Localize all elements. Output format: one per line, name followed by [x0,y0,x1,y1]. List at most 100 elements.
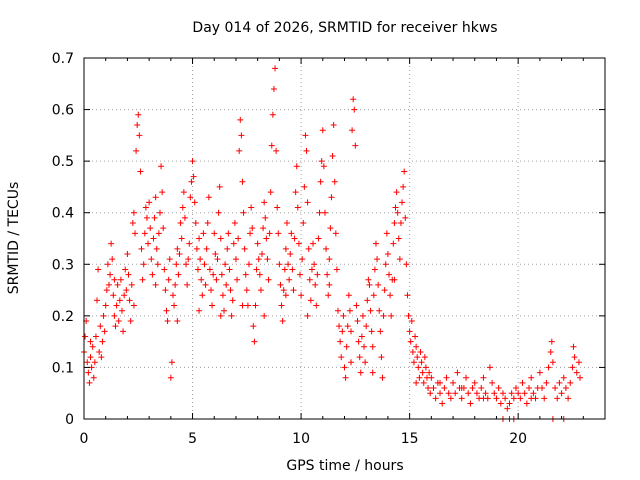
data-point [117,276,124,283]
data-point [132,230,139,237]
data-point [145,240,152,247]
data-point [304,199,311,206]
data-point [294,204,301,211]
data-point [216,183,223,190]
data-point [207,287,214,294]
data-point [249,225,256,232]
data-point [282,245,289,252]
data-point [105,281,112,288]
data-point [565,395,572,402]
data-point [231,220,238,227]
data-point [154,261,161,268]
data-point [575,359,582,366]
data-point [237,116,244,123]
data-point [569,364,576,371]
data-point [354,318,361,325]
data-point [111,276,118,283]
data-point [173,261,180,268]
data-point [394,209,401,216]
data-point [362,359,369,366]
data-point [255,256,262,263]
data-point [175,271,182,278]
data-point [205,194,212,201]
data-point [318,158,325,165]
data-point [210,271,217,278]
data-point [257,287,264,294]
data-point [351,106,358,113]
data-point [330,122,337,129]
data-point [206,266,213,273]
data-point [549,359,556,366]
data-point [323,245,330,252]
data-point [334,307,341,314]
data-point [219,292,226,299]
data-point [344,323,351,330]
data-point [218,271,225,278]
data-point [396,256,403,263]
data-point [310,240,317,247]
data-point [508,390,515,397]
data-point [486,364,493,371]
data-point [432,395,439,402]
y-tick-label: 0.7 [52,51,74,67]
data-point [124,250,131,257]
data-point [270,85,277,92]
data-point [426,369,433,376]
data-point [200,230,207,237]
data-point [242,271,249,278]
data-point [387,292,394,299]
data-point [197,256,204,263]
data-point [217,312,224,319]
data-point [341,364,348,371]
data-point [85,369,92,376]
data-point [413,379,420,386]
x-tick-label: 15 [401,431,419,447]
data-point [163,307,170,314]
data-point [333,266,340,273]
data-point [471,379,478,386]
data-point [142,204,149,211]
data-point [99,338,106,345]
data-point [377,328,384,335]
data-point [502,395,509,402]
data-point [256,271,263,278]
data-point [240,209,247,216]
data-point [253,266,260,273]
data-point [90,374,97,381]
data-point [548,338,555,345]
x-tick-label: 5 [188,431,197,447]
data-point [241,245,248,252]
data-point [371,266,378,273]
data-point [184,281,191,288]
data-point [160,225,167,232]
data-point [272,65,279,72]
data-point [437,379,444,386]
data-point [151,214,158,221]
data-point [247,230,254,237]
data-point [156,209,163,216]
data-point [392,204,399,211]
data-point [401,168,408,175]
data-point [293,163,300,170]
data-point [203,245,210,252]
data-point [307,297,314,304]
data-point [268,142,275,149]
data-point [517,395,524,402]
data-point [560,374,567,381]
data-point [118,307,125,314]
data-point [345,292,352,299]
data-point [183,261,190,268]
data-point [367,307,374,314]
data-point [152,281,159,288]
data-point [209,302,216,309]
data-point [87,338,94,345]
data-point [214,256,221,263]
data-point [491,390,498,397]
data-point [298,292,305,299]
data-point [348,359,355,366]
data-point [364,297,371,304]
data-point [390,240,397,247]
data-point [421,354,428,361]
data-point [300,220,307,227]
